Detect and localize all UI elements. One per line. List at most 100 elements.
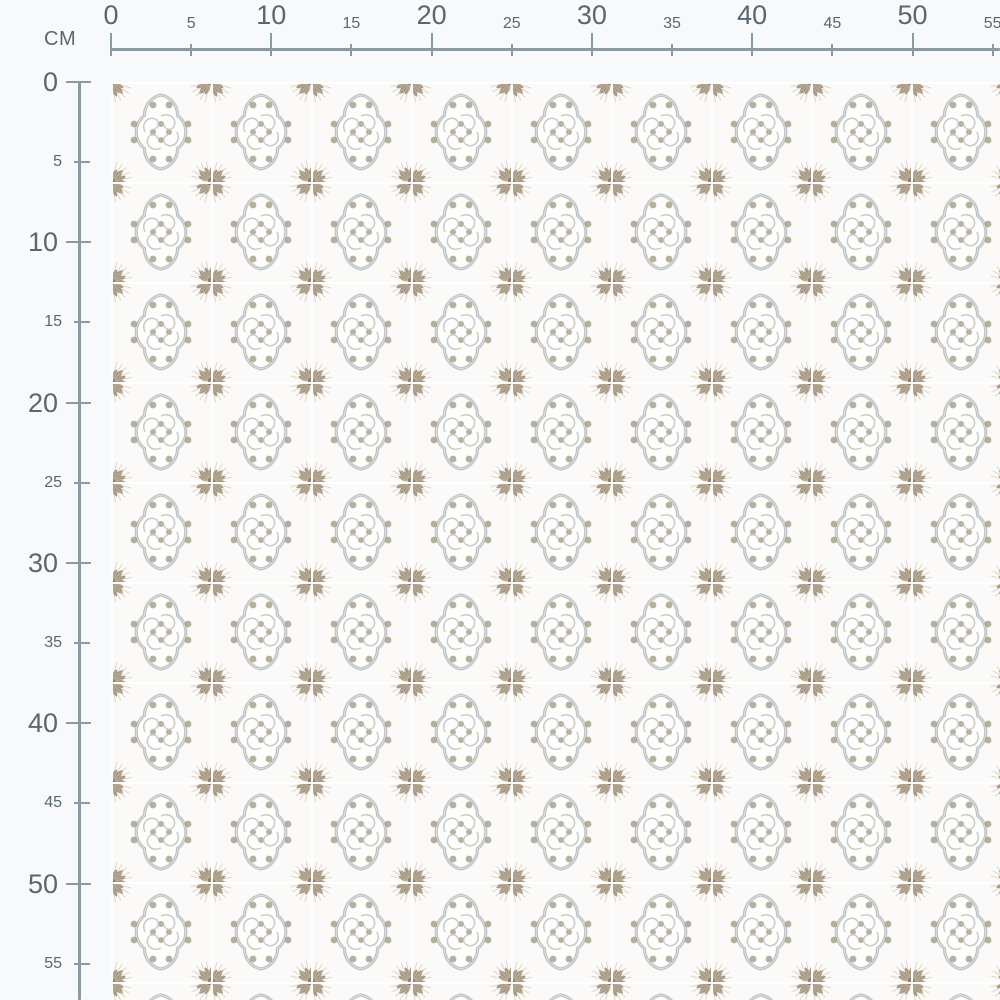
tile — [911, 382, 1000, 482]
tile — [311, 482, 411, 582]
tile — [211, 382, 311, 482]
tile — [811, 282, 911, 382]
cm-unit-label: CM — [44, 28, 77, 50]
v-tick-label-35: 35 — [44, 634, 62, 652]
tile — [511, 282, 611, 382]
horizontal-ruler-line — [111, 48, 1000, 51]
tile — [511, 982, 611, 1000]
tile — [311, 382, 411, 482]
tile — [911, 582, 1000, 682]
tile — [411, 182, 511, 282]
h-tick-label-10: 10 — [256, 0, 287, 30]
v-tick-label-10: 10 — [27, 227, 58, 258]
v-tick-label-55: 55 — [44, 954, 62, 972]
h-tick-10 — [270, 33, 273, 56]
tile — [811, 982, 911, 1000]
v-tick-label-40: 40 — [27, 708, 58, 739]
tile — [911, 282, 1000, 382]
h-tick-30 — [590, 33, 593, 56]
tile — [111, 882, 211, 982]
v-tick-label-30: 30 — [27, 547, 58, 578]
tile — [911, 882, 1000, 982]
tile — [211, 182, 311, 282]
v-tick-5 — [74, 161, 90, 164]
tile — [511, 682, 611, 782]
tile — [811, 482, 911, 582]
h-tick-label-55: 55 — [983, 15, 1000, 32]
tile — [511, 382, 611, 482]
tile — [711, 582, 811, 682]
tile — [811, 382, 911, 482]
tile — [111, 282, 211, 382]
v-tick-55 — [74, 962, 90, 965]
v-tick-50 — [66, 882, 91, 885]
tile — [611, 82, 711, 182]
tile — [311, 282, 411, 382]
tile — [511, 882, 611, 982]
tile — [911, 682, 1000, 782]
tile — [911, 782, 1000, 882]
tile — [511, 182, 611, 282]
tile — [111, 782, 211, 882]
h-tick-label-30: 30 — [576, 0, 607, 30]
h-tick-25 — [510, 44, 513, 56]
tile — [711, 282, 811, 382]
v-tick-25 — [74, 481, 90, 484]
tile — [711, 882, 811, 982]
v-tick-0 — [66, 81, 91, 83]
tile — [411, 782, 511, 882]
tile — [111, 982, 211, 1000]
tile — [411, 882, 511, 982]
h-tick-15 — [350, 44, 353, 56]
v-tick-45 — [74, 802, 90, 805]
h-tick-20 — [430, 33, 433, 56]
h-tick-label-15: 15 — [342, 15, 361, 32]
h-tick-0 — [110, 33, 112, 56]
tile — [611, 482, 711, 582]
tile — [611, 882, 711, 982]
tile — [711, 382, 811, 482]
tile-pattern-field[interactable] — [111, 82, 1000, 1000]
tile — [911, 482, 1000, 582]
tile — [511, 482, 611, 582]
tile — [811, 782, 911, 882]
h-tick-50 — [911, 33, 914, 56]
v-tick-label-15: 15 — [44, 313, 62, 331]
tile — [911, 982, 1000, 1000]
h-tick-label-50: 50 — [897, 0, 928, 30]
v-tick-label-0: 0 — [42, 67, 58, 97]
v-tick-label-50: 50 — [27, 868, 58, 899]
h-tick-label-0: 0 — [103, 0, 119, 30]
h-tick-label-20: 20 — [416, 0, 447, 30]
tile — [511, 582, 611, 682]
tile — [111, 582, 211, 682]
v-tick-30 — [66, 561, 91, 564]
tile — [711, 82, 811, 182]
tile — [611, 182, 711, 282]
tile — [611, 282, 711, 382]
v-tick-10 — [66, 241, 91, 244]
tile — [311, 982, 411, 1000]
tile — [811, 682, 911, 782]
tile — [511, 782, 611, 882]
tile — [111, 482, 211, 582]
tile — [911, 182, 1000, 282]
tile — [411, 982, 511, 1000]
v-tick-label-20: 20 — [27, 387, 58, 418]
h-tick-35 — [671, 44, 674, 56]
h-tick-5 — [190, 44, 193, 56]
tile — [611, 682, 711, 782]
tile — [111, 382, 211, 482]
h-tick-45 — [831, 44, 834, 56]
tile — [811, 182, 911, 282]
tile — [311, 882, 411, 982]
tile — [111, 182, 211, 282]
tile — [611, 782, 711, 882]
tile — [811, 882, 911, 982]
v-tick-35 — [74, 642, 90, 645]
tile — [211, 582, 311, 682]
tile — [411, 682, 511, 782]
tile — [711, 482, 811, 582]
h-tick-55 — [991, 44, 994, 56]
